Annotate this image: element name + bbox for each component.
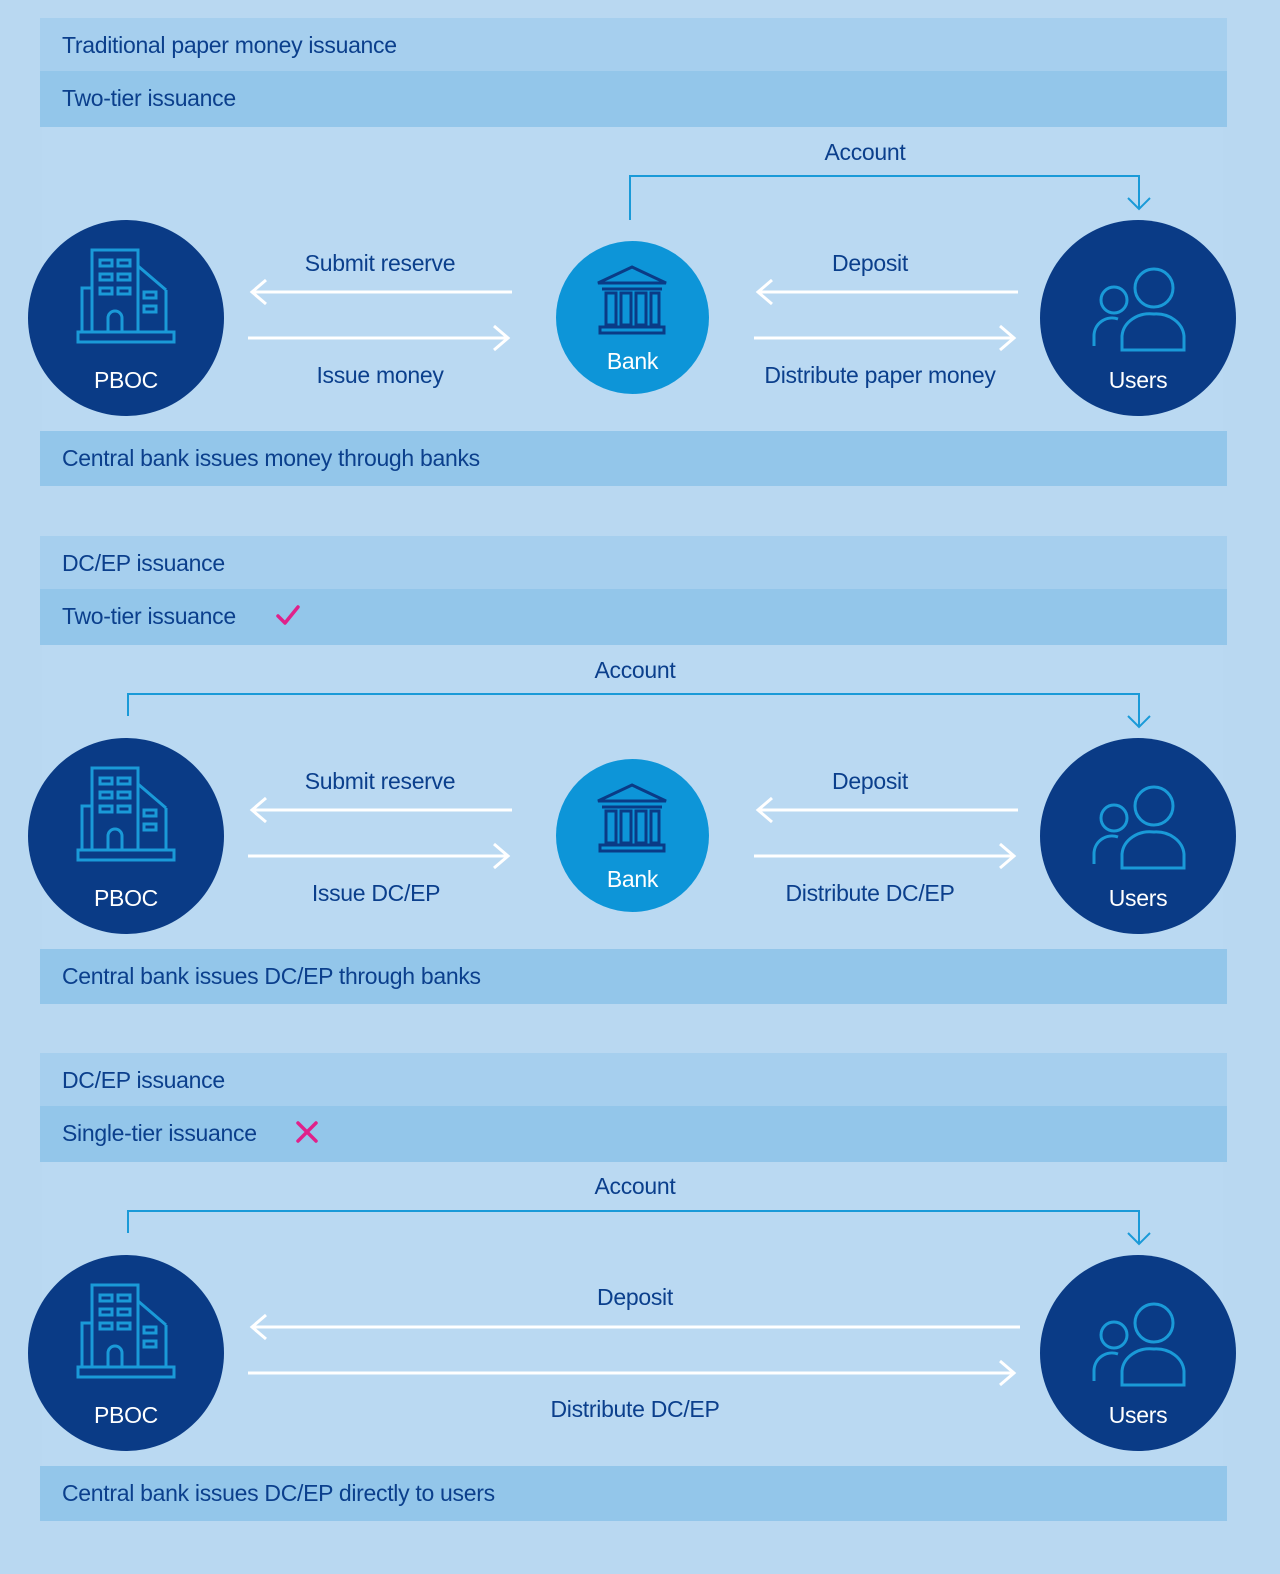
section-header: DC/EP issuance	[40, 1053, 1227, 1106]
caption: Central bank issues DC/EP through banks	[62, 963, 481, 989]
pboc-node: PBOC	[28, 220, 224, 416]
issue-label: Issue money	[316, 362, 444, 388]
bank-label: Bank	[606, 348, 659, 374]
office-building-icon	[76, 248, 176, 344]
users-group-icon	[1092, 1302, 1186, 1387]
arrowhead-right	[999, 1359, 1017, 1387]
section-title: DC/EP issuance	[62, 550, 225, 576]
connectors	[248, 175, 1151, 352]
account-connector	[629, 175, 1140, 220]
pboc-label: PBOC	[94, 1402, 158, 1428]
check-mark-icon	[276, 605, 300, 625]
section-header: Traditional paper money issuance	[40, 18, 1227, 71]
users-node: Users	[1040, 220, 1236, 416]
office-building-icon	[76, 766, 176, 862]
connectors	[127, 1210, 1151, 1387]
bank-node: Bank	[556, 759, 709, 912]
mode-title: Two-tier issuance	[62, 85, 236, 111]
bank-node: Bank	[556, 241, 709, 394]
bank-building-icon	[597, 265, 667, 335]
caption-band: Central bank issues DC/EP through banks	[40, 949, 1227, 1004]
section-title: Traditional paper money issuance	[62, 32, 397, 58]
distribute-label: Distribute DC/EP	[550, 1396, 720, 1422]
submit-reserve-label: Submit reserve	[304, 250, 456, 276]
arrowhead-left	[249, 278, 267, 306]
account-label: Account	[824, 139, 906, 165]
section-title: DC/EP issuance	[62, 1067, 225, 1093]
deposit-label: Deposit	[597, 1284, 673, 1310]
caption-band: Central bank issues DC/EP directly to us…	[40, 1466, 1227, 1521]
panel-dcep-two-tier: DC/EP issuance Two-tier issuance Central…	[28, 536, 1236, 1004]
users-node: Users	[1040, 738, 1236, 934]
pboc-node: PBOC	[28, 1255, 224, 1451]
users-label: Users	[1108, 1402, 1168, 1428]
mode-header: Two-tier issuance	[40, 589, 1227, 645]
account-arrowhead	[1127, 715, 1151, 729]
deposit-label: Deposit	[832, 250, 908, 276]
submit-reserve-label: Submit reserve	[304, 768, 456, 794]
users-node: Users	[1040, 1255, 1236, 1451]
office-building-icon	[76, 1283, 176, 1379]
issue-label: Issue DC/EP	[311, 880, 441, 906]
pboc-node: PBOC	[28, 738, 224, 934]
account-arrowhead	[1127, 197, 1151, 211]
caption-band: Central bank issues money through banks	[40, 431, 1227, 486]
cross-mark-icon	[296, 1121, 318, 1143]
arrowhead-left	[249, 1313, 267, 1341]
arrowhead-right	[493, 842, 511, 870]
distribute-label: Distribute paper money	[764, 362, 996, 388]
bank-building-icon	[597, 783, 667, 853]
arrowhead-right	[999, 842, 1017, 870]
panel-traditional-two-tier: Traditional paper money issuance Two-tie…	[28, 18, 1236, 486]
connectors	[127, 693, 1151, 870]
mode-title: Two-tier issuance	[62, 603, 236, 629]
flow-diagram	[42, 1162, 1223, 1466]
account-label: Account	[594, 657, 676, 683]
users-group-icon	[1092, 267, 1186, 352]
section-header: DC/EP issuance	[40, 536, 1227, 589]
arrowhead-left	[755, 278, 773, 306]
caption: Central bank issues money through banks	[62, 445, 480, 471]
mode-header: Two-tier issuance	[40, 71, 1227, 127]
arrowhead-right	[999, 324, 1017, 352]
account-connector	[127, 693, 1140, 726]
users-label: Users	[1108, 885, 1168, 911]
mode-header: Single-tier issuance	[40, 1106, 1227, 1162]
account-connector	[127, 1210, 1140, 1243]
distribute-label: Distribute DC/EP	[785, 880, 955, 906]
users-label: Users	[1108, 367, 1168, 393]
account-arrowhead	[1127, 1232, 1151, 1246]
caption: Central bank issues DC/EP directly to us…	[62, 1480, 495, 1506]
deposit-label: Deposit	[832, 768, 908, 794]
arrowhead-left	[249, 796, 267, 824]
users-group-icon	[1092, 785, 1186, 870]
mode-title: Single-tier issuance	[62, 1120, 257, 1146]
arrowhead-right	[493, 324, 511, 352]
panel-dcep-single-tier: DC/EP issuance Single-tier issuance Cent…	[28, 1053, 1236, 1521]
account-label: Account	[594, 1173, 676, 1199]
bank-label: Bank	[606, 866, 659, 892]
pboc-label: PBOC	[94, 367, 158, 393]
pboc-label: PBOC	[94, 885, 158, 911]
arrowhead-left	[755, 796, 773, 824]
